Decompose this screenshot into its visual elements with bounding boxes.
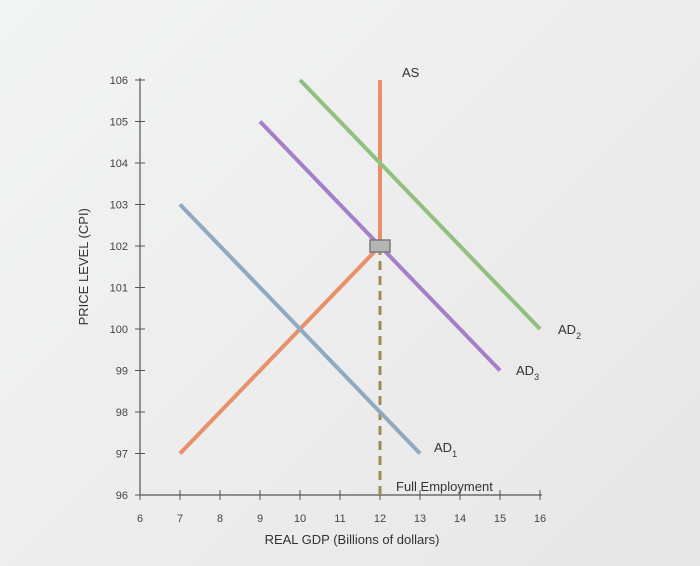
equilibrium-marker bbox=[369, 239, 391, 253]
series-lines bbox=[178, 78, 542, 495]
y-tick-label: 102 bbox=[110, 241, 128, 253]
y-tick-label: 100 bbox=[110, 324, 128, 336]
full-employment-label: Full Employment bbox=[396, 479, 493, 494]
y-axis-title: PRICE LEVEL (CPI) bbox=[76, 208, 91, 325]
series-line-as bbox=[178, 80, 382, 455]
series-label-ad2: AD2 bbox=[558, 322, 581, 341]
axes: 96 97 98 99 100 101 102 103 104 105 106 6 7 8 9 10 11 12 1… bbox=[110, 75, 546, 525]
x-tick-label: 13 bbox=[414, 513, 426, 525]
y-tick-label: 106 bbox=[110, 75, 128, 87]
series-line-ad1 bbox=[178, 203, 422, 455]
labels: REAL GDP (Billions of dollars) PRICE LEVE… bbox=[76, 65, 581, 547]
series-label-ad1: AD1 bbox=[434, 440, 457, 459]
y-tick-label: 96 bbox=[116, 490, 128, 502]
series-line-ad2 bbox=[298, 78, 542, 331]
x-tick-label: 15 bbox=[494, 513, 506, 525]
x-tick-label: 6 bbox=[137, 513, 143, 525]
y-tick-label: 98 bbox=[116, 407, 128, 419]
series-label-ad3: AD3 bbox=[516, 363, 539, 382]
x-tick-label: 8 bbox=[217, 513, 223, 525]
x-tick-label: 16 bbox=[534, 513, 546, 525]
y-tick-label: 103 bbox=[110, 200, 128, 212]
x-tick-label: 10 bbox=[294, 513, 306, 525]
x-tick-label: 14 bbox=[454, 513, 466, 525]
y-tick-label: 105 bbox=[110, 117, 128, 129]
x-tick-label: 11 bbox=[334, 513, 345, 525]
y-tick-label: 97 bbox=[116, 449, 128, 461]
series-label-as: AS bbox=[402, 65, 420, 80]
x-axis-title: REAL GDP (Billions of dollars) bbox=[265, 532, 440, 547]
y-tick-label: 104 bbox=[110, 158, 128, 170]
x-tick-label: 9 bbox=[257, 513, 263, 525]
y-tick-label: 99 bbox=[116, 366, 128, 378]
y-tick-label: 101 bbox=[110, 283, 128, 295]
x-tick-label: 12 bbox=[374, 513, 386, 525]
x-tick-label: 7 bbox=[177, 513, 183, 525]
